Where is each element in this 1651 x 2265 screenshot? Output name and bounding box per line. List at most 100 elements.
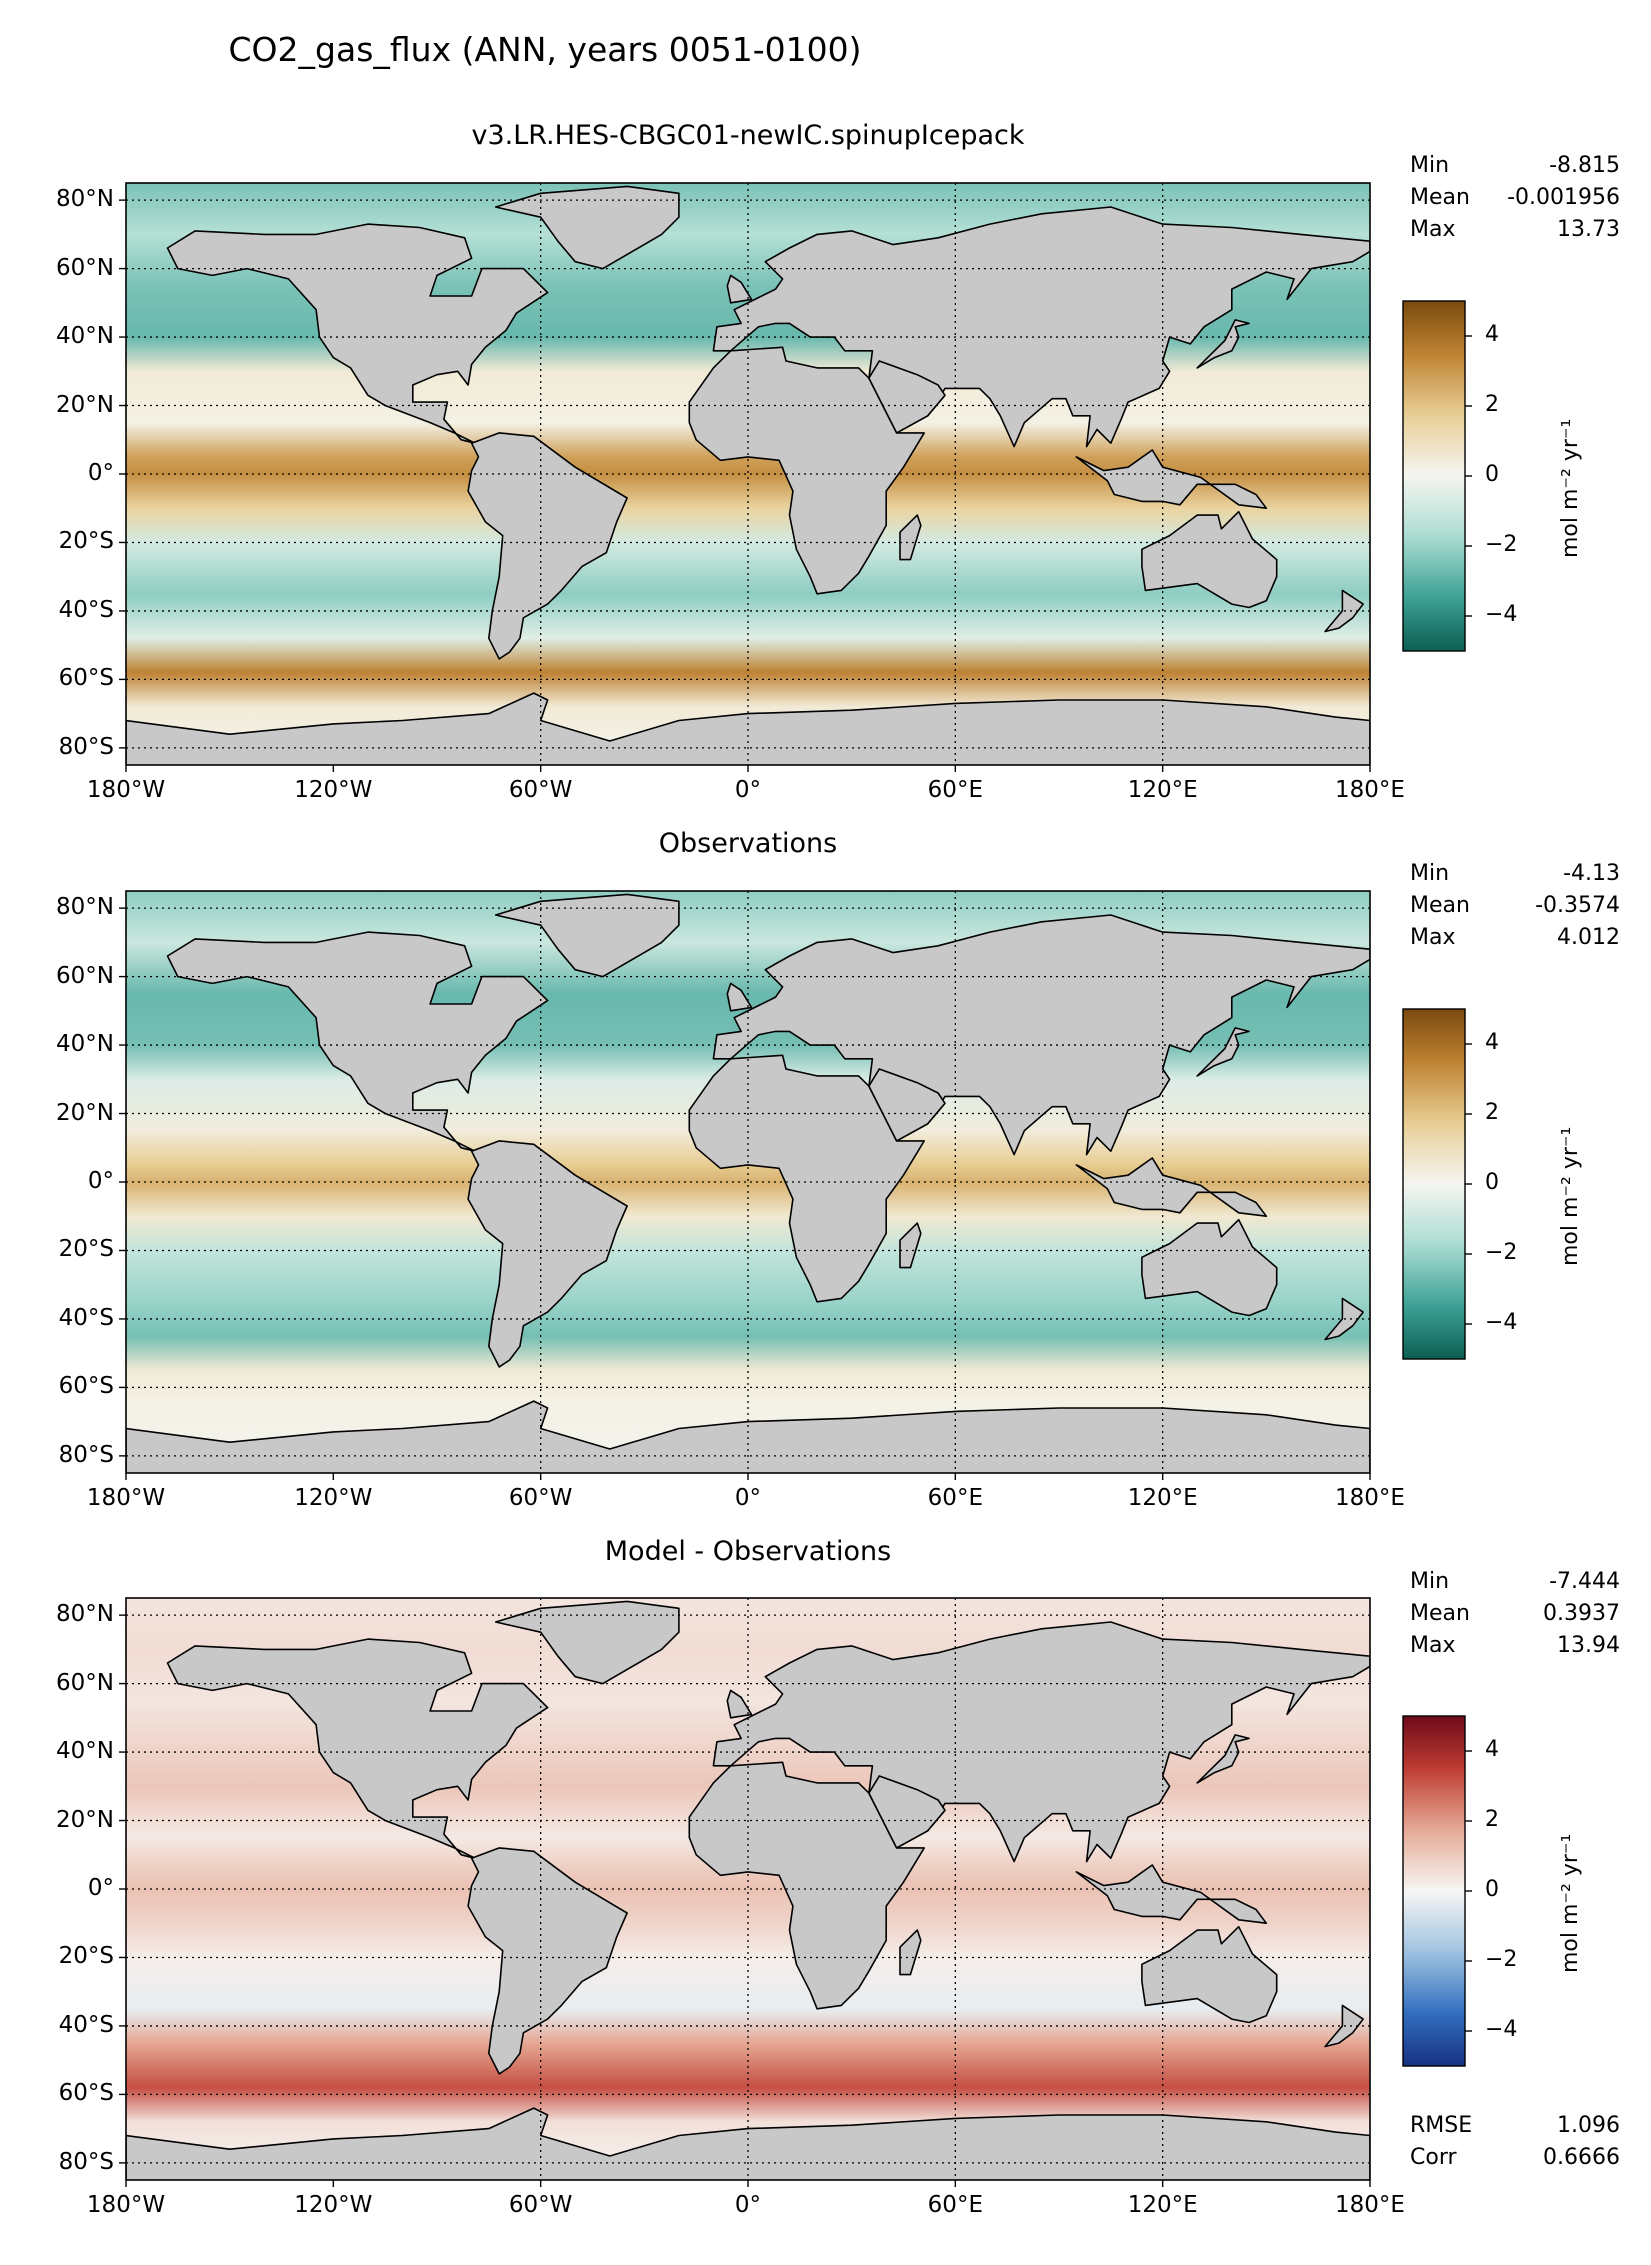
landmass-madagascar bbox=[899, 1929, 922, 1976]
landmass-greenland bbox=[494, 893, 680, 978]
stat-row: Mean 0.3937 bbox=[1410, 1598, 1620, 1630]
colorbar-tick-label: −2 bbox=[1485, 532, 1518, 557]
landmass-indonesia bbox=[1075, 1864, 1268, 1924]
lon-tick-label: 180°W bbox=[86, 1485, 166, 1511]
landmass-south-america bbox=[467, 432, 628, 660]
stat-value: 1.096 bbox=[1557, 2113, 1620, 2138]
panel-title: v3.LR.HES-CBGC01-newIC.spinupIcepack bbox=[471, 120, 1025, 151]
lat-tick-label: 20°S bbox=[58, 528, 114, 555]
lon-tick-label: 120°W bbox=[294, 777, 373, 803]
lat-tick-label: 0° bbox=[87, 460, 114, 486]
stat-label: Max bbox=[1410, 1633, 1456, 1658]
colorbar-tick-label: 4 bbox=[1485, 1737, 1499, 1762]
landmass-africa bbox=[688, 346, 926, 595]
landmass-new-zealand bbox=[1324, 1297, 1364, 1341]
colorbar-tick-label: −4 bbox=[1485, 602, 1518, 627]
landmass-new-zealand bbox=[1324, 2004, 1364, 2048]
stat-row: Min -8.815 bbox=[1410, 150, 1620, 182]
lon-tick-label: 0° bbox=[734, 2192, 762, 2218]
lat-tick-label: 40°S bbox=[58, 1304, 114, 1331]
landmass-australia bbox=[1141, 1925, 1278, 2024]
stat-row: RMSE 1.096 bbox=[1410, 2110, 1620, 2142]
stat-label: Mean bbox=[1410, 1601, 1470, 1626]
map-frame bbox=[125, 182, 1371, 766]
lon-tick-label: 180°E bbox=[1335, 2192, 1405, 2218]
stat-label: Mean bbox=[1410, 893, 1470, 918]
stat-value: -7.444 bbox=[1549, 1569, 1620, 1594]
lat-tick-label: 60°S bbox=[58, 2080, 114, 2107]
lat-tick-label: 60°S bbox=[58, 665, 114, 692]
lon-tick-label: 180°E bbox=[1335, 1485, 1405, 1511]
lat-tick-label: 80°S bbox=[58, 2148, 114, 2175]
colorbar-tick-label: −4 bbox=[1485, 1310, 1518, 1335]
lat-tick-label: 40°N bbox=[56, 1031, 114, 1058]
lat-tick-label: 20°N bbox=[56, 391, 114, 418]
lat-tick-label: 40°N bbox=[56, 323, 114, 350]
landmass-indonesia bbox=[1075, 449, 1268, 510]
stat-row: Mean -0.3574 bbox=[1410, 890, 1620, 922]
stat-row: Max 13.94 bbox=[1410, 1630, 1620, 1662]
landmass-japan bbox=[1196, 1027, 1250, 1077]
lon-tick-label: 0° bbox=[734, 777, 762, 803]
figure-title: CO2_gas_flux (ANN, years 0051-0100) bbox=[228, 30, 862, 69]
lat-tick-label: 60°N bbox=[56, 254, 114, 281]
colorbar-tick-label: 2 bbox=[1485, 1807, 1499, 1832]
lon-tick-label: 180°W bbox=[86, 2192, 166, 2218]
landmass-arabian-peninsula bbox=[868, 1775, 946, 1849]
colorbar-tick-label: 2 bbox=[1485, 1100, 1499, 1125]
landmass-australia bbox=[1141, 1218, 1278, 1317]
lat-tick-label: 80°N bbox=[56, 894, 114, 921]
lon-tick-label: 0° bbox=[734, 1485, 762, 1511]
ocean-field bbox=[126, 1598, 1370, 2180]
stat-value: 0.3937 bbox=[1543, 1601, 1620, 1626]
colorbar-tick-label: 0 bbox=[1485, 462, 1499, 487]
ocean-field bbox=[126, 891, 1370, 1473]
lat-tick-label: 0° bbox=[87, 1168, 114, 1194]
landmass-arabian-peninsula bbox=[868, 360, 946, 434]
lat-tick-label: 40°S bbox=[58, 596, 114, 623]
landmass-britain bbox=[726, 1689, 753, 1719]
lon-tick-label: 60°E bbox=[927, 1485, 983, 1511]
stats-block: Min -8.815 Mean -0.001956 Max 13.73 bbox=[1410, 150, 1620, 246]
landmass-britain bbox=[726, 274, 753, 304]
panel-title: Model - Observations bbox=[604, 1536, 892, 1567]
lat-tick-label: 20°N bbox=[56, 1099, 114, 1126]
colorbar bbox=[1402, 1715, 1466, 2067]
landmass-madagascar bbox=[899, 1222, 922, 1269]
stat-value: -0.001956 bbox=[1507, 185, 1620, 210]
lat-tick-label: 80°S bbox=[58, 1441, 114, 1468]
stat-label: Max bbox=[1410, 217, 1456, 242]
error-stats-block: RMSE 1.096 Corr 0.6666 bbox=[1410, 2110, 1620, 2174]
colorbar-tick-label: −2 bbox=[1485, 1240, 1518, 1265]
landmass-australia bbox=[1141, 510, 1278, 609]
lon-tick-label: 120°W bbox=[294, 2192, 373, 2218]
landmass-africa bbox=[688, 1054, 926, 1303]
colorbar bbox=[1402, 300, 1466, 652]
stat-row: Corr 0.6666 bbox=[1410, 2142, 1620, 2174]
stat-value: 13.73 bbox=[1557, 217, 1620, 242]
colorbar-tick-label: −2 bbox=[1485, 1947, 1518, 1972]
stat-value: -4.13 bbox=[1563, 861, 1620, 886]
lat-tick-label: 40°S bbox=[58, 2011, 114, 2038]
landmass-eurasia bbox=[712, 206, 1370, 448]
lat-tick-label: 20°S bbox=[58, 1236, 114, 1263]
map-frame bbox=[125, 890, 1371, 1474]
stat-row: Min -4.13 bbox=[1410, 858, 1620, 890]
landmass-south-america bbox=[467, 1847, 628, 2075]
landmass-north-america bbox=[166, 1638, 549, 1859]
landmass-south-america bbox=[467, 1140, 628, 1368]
colorbar bbox=[1402, 1008, 1466, 1360]
stat-row: Mean -0.001956 bbox=[1410, 182, 1620, 214]
landmass-north-america bbox=[166, 223, 549, 445]
lon-tick-label: 120°W bbox=[294, 1485, 373, 1511]
stat-label: RMSE bbox=[1410, 2113, 1473, 2138]
lat-tick-label: 80°S bbox=[58, 733, 114, 760]
landmass-antarctica bbox=[126, 2107, 1370, 2180]
lat-tick-label: 60°N bbox=[56, 962, 114, 989]
landmass-greenland bbox=[494, 1600, 680, 1685]
lat-tick-label: 60°N bbox=[56, 1669, 114, 1696]
lat-tick-label: 20°S bbox=[58, 1943, 114, 1970]
lat-tick-label: 80°N bbox=[56, 186, 114, 213]
lon-tick-label: 60°W bbox=[508, 777, 573, 803]
